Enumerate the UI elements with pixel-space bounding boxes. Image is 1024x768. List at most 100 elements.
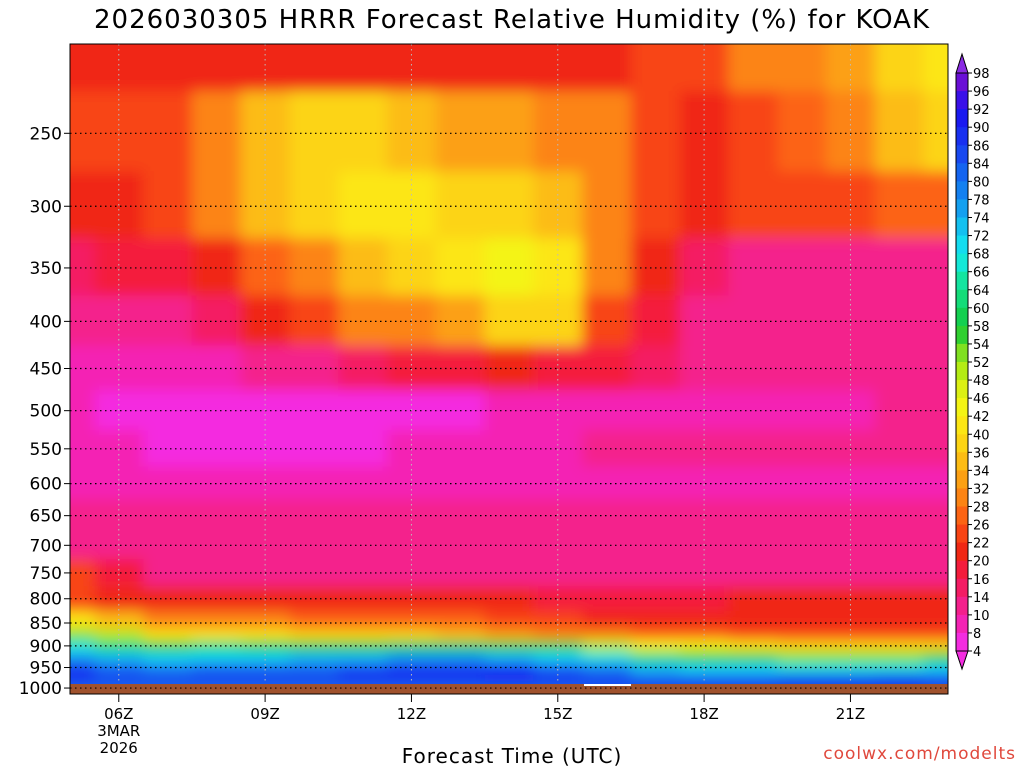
heatmap-cell bbox=[533, 530, 584, 561]
heatmap-cell bbox=[289, 586, 340, 612]
y-tick-label: 900 bbox=[30, 637, 62, 657]
heatmap-cell bbox=[630, 171, 681, 240]
colorbar-label: 96 bbox=[973, 85, 990, 100]
colorbar-label: 98 bbox=[973, 67, 990, 82]
colorbar-label: 54 bbox=[973, 338, 990, 353]
heatmap-cell bbox=[874, 662, 925, 674]
heatmap-cell bbox=[582, 500, 632, 532]
colorbar-swatch bbox=[956, 542, 968, 562]
heatmap-cell bbox=[533, 345, 584, 392]
heatmap-cell bbox=[435, 628, 486, 642]
heatmap-cell bbox=[728, 672, 779, 684]
heatmap-cell bbox=[874, 345, 925, 392]
heatmap-cell bbox=[533, 683, 584, 684]
heatmap-cell bbox=[777, 640, 828, 653]
heatmap-cell bbox=[826, 628, 876, 642]
heatmap-cell bbox=[94, 238, 145, 297]
heatmap-cell bbox=[630, 91, 681, 173]
colorbar-swatch bbox=[956, 632, 968, 652]
heatmap-cell bbox=[435, 91, 486, 173]
colorbar-label: 8 bbox=[973, 627, 981, 642]
heatmap-cell bbox=[338, 171, 389, 240]
heatmap-cell bbox=[484, 662, 535, 674]
heatmap-cell bbox=[289, 628, 340, 642]
colorbar-swatch bbox=[956, 91, 968, 110]
heatmap-cell bbox=[533, 500, 584, 532]
heatmap-cell bbox=[533, 611, 584, 630]
heatmap-cell bbox=[582, 44, 632, 93]
heatmap-cell bbox=[582, 466, 632, 501]
heatmap-cell bbox=[533, 640, 584, 653]
heatmap-cell bbox=[94, 500, 145, 532]
heatmap-cell bbox=[484, 91, 535, 173]
heatmap-cell bbox=[630, 611, 681, 630]
heatmap-cell bbox=[728, 662, 779, 674]
heatmap-cell bbox=[679, 44, 730, 93]
x-tick-label: 21Z bbox=[836, 705, 865, 723]
heatmap-cell bbox=[94, 640, 145, 653]
heatmap-cell bbox=[533, 295, 584, 347]
heatmap-cell bbox=[582, 91, 632, 173]
heatmap-cell bbox=[289, 672, 340, 684]
heatmap-cell bbox=[679, 295, 730, 347]
heatmap-cell bbox=[874, 500, 925, 532]
heatmap-cell bbox=[289, 345, 340, 392]
heatmap-cell bbox=[777, 662, 828, 674]
heatmap-cell bbox=[777, 628, 828, 642]
heatmap-cell bbox=[533, 44, 584, 93]
heatmap-cell bbox=[728, 611, 779, 630]
heatmap-cell bbox=[777, 44, 828, 93]
heatmap-cell bbox=[484, 500, 535, 532]
heatmap-cell bbox=[94, 628, 145, 642]
heatmap-cell bbox=[874, 466, 925, 501]
heatmap-cell bbox=[874, 651, 925, 664]
heatmap-cell bbox=[94, 171, 145, 240]
heatmap-cell bbox=[70, 171, 96, 240]
y-tick-label: 650 bbox=[30, 507, 62, 527]
heatmap-cell bbox=[826, 91, 876, 173]
colorbar-label: 42 bbox=[973, 410, 990, 425]
x-tick-label: 06Z bbox=[104, 705, 133, 723]
credit-link[interactable]: coolwx.com/modelts bbox=[823, 744, 1016, 764]
heatmap-cell bbox=[70, 651, 96, 664]
colorbar-swatch bbox=[956, 289, 968, 309]
heatmap-cell bbox=[777, 466, 828, 501]
colorbar: 9896929086848078747268666460585452484642… bbox=[955, 52, 990, 671]
heatmap-cell bbox=[582, 611, 632, 630]
heatmap-cell bbox=[630, 44, 681, 93]
heatmap-cell bbox=[728, 44, 779, 93]
heatmap-cell bbox=[94, 390, 145, 432]
heatmap-cell bbox=[94, 466, 145, 501]
colorbar-swatch bbox=[956, 109, 968, 128]
heatmap-cell bbox=[191, 91, 242, 173]
x-axis-label: Forecast Time (UTC) bbox=[401, 744, 623, 768]
heatmap-cell bbox=[338, 530, 389, 561]
heatmap-cell bbox=[874, 295, 925, 347]
colorbar-swatch bbox=[956, 307, 968, 327]
heatmap-cell bbox=[143, 171, 193, 240]
colorbar-swatch bbox=[956, 560, 968, 580]
heatmap-cell bbox=[387, 662, 437, 674]
heatmap-cell bbox=[191, 651, 242, 664]
heatmap-cell bbox=[874, 683, 925, 684]
x-tick-label: 18Z bbox=[689, 705, 718, 723]
heatmap-cell bbox=[94, 530, 145, 561]
heatmap-cell bbox=[777, 683, 828, 684]
heatmap-cell bbox=[191, 683, 242, 684]
y-tick-label: 700 bbox=[30, 536, 62, 556]
heatmap-cell bbox=[582, 559, 632, 588]
heatmap-cell bbox=[191, 628, 242, 642]
heatmap-cell bbox=[484, 466, 535, 501]
heatmap-cell bbox=[191, 466, 242, 501]
colorbar-swatch bbox=[956, 362, 968, 381]
y-tick-label: 850 bbox=[30, 614, 62, 634]
heatmap-cell bbox=[191, 44, 242, 93]
heatmap-cell bbox=[338, 683, 389, 684]
heatmap-cell bbox=[191, 559, 242, 588]
heatmap-cell bbox=[70, 662, 96, 674]
heatmap-cell bbox=[533, 466, 584, 501]
heatmap-cell bbox=[582, 530, 632, 561]
colorbar-label: 40 bbox=[973, 428, 990, 443]
heatmap-cell bbox=[289, 662, 340, 674]
heatmap-cell bbox=[874, 611, 925, 630]
